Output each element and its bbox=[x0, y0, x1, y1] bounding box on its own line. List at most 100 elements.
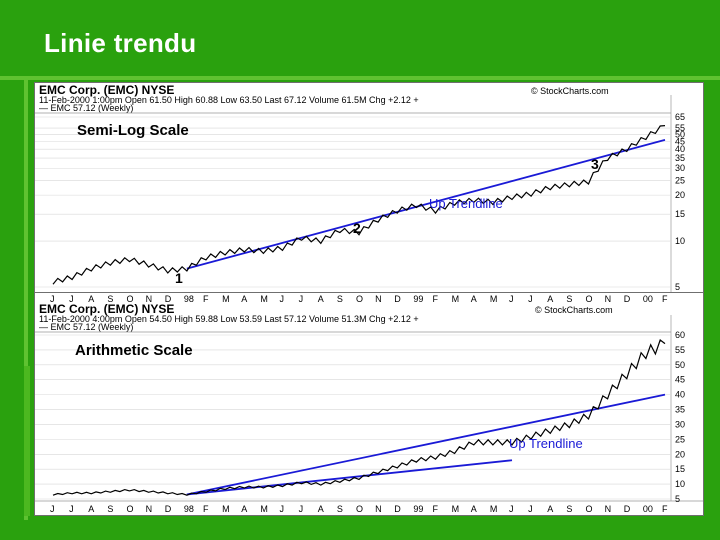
x-tick-labels-top: J J A S O N D 98 F M A M J J A S O N D 99 F M A M J J A S O N D 00 F bbox=[50, 294, 668, 304]
chart-semi-log: EMC Corp. (EMC) NYSE © StockCharts.com 1… bbox=[34, 82, 704, 294]
y-tick-label: 65 bbox=[675, 112, 685, 122]
x-tick-label: M bbox=[490, 504, 498, 514]
up-trendline bbox=[186, 393, 666, 496]
x-tick-label: J bbox=[69, 504, 74, 514]
y-tick-label: 35 bbox=[675, 405, 685, 415]
x-tick-label: S bbox=[566, 294, 572, 304]
x-tick-label: D bbox=[394, 294, 401, 304]
x-tick-label: J bbox=[528, 294, 533, 304]
up-trendline bbox=[186, 139, 666, 270]
x-tick-label: A bbox=[547, 294, 553, 304]
x-tick-label: S bbox=[337, 504, 343, 514]
x-tick-label: J bbox=[69, 294, 74, 304]
x-tick-label: A bbox=[241, 294, 247, 304]
x-tick-label: N bbox=[146, 504, 153, 514]
y-tick-label: 20 bbox=[675, 190, 685, 200]
chart-header-company: EMC Corp. (EMC) NYSE bbox=[39, 302, 174, 316]
chart-legend: — EMC 57.12 (Weekly) bbox=[39, 322, 133, 332]
chart-header-source: © StockCharts.com bbox=[535, 305, 613, 315]
x-tick-label: D bbox=[165, 504, 172, 514]
x-tick-label: A bbox=[318, 294, 324, 304]
semi-log-chart-svg: EMC Corp. (EMC) NYSE © StockCharts.com 1… bbox=[35, 83, 685, 293]
x-tick-label: J bbox=[50, 504, 55, 514]
y-tick-label: 45 bbox=[675, 136, 685, 146]
x-tick-label: M bbox=[222, 504, 230, 514]
decor-bar bbox=[0, 76, 720, 80]
x-tick-label: A bbox=[88, 504, 94, 514]
x-tick-label: 99 bbox=[413, 504, 423, 514]
x-tick-label: M bbox=[260, 294, 268, 304]
y-tick-label: 10 bbox=[675, 236, 685, 246]
y-tick-label: 60 bbox=[675, 330, 685, 340]
x-tick-label: F bbox=[433, 294, 439, 304]
x-tick-labels-bottom: J J A S O N D 98 F M A M J J A S O N D 99 F M A M J J A S O N D 00 F bbox=[50, 504, 668, 514]
x-tick-label: J bbox=[509, 294, 514, 304]
gridlines bbox=[35, 116, 671, 288]
y-tick-label: 50 bbox=[675, 129, 685, 139]
x-tick-label: A bbox=[318, 504, 324, 514]
x-tick-label: A bbox=[471, 294, 477, 304]
price-line bbox=[52, 339, 666, 496]
x-tick-label: F bbox=[203, 504, 209, 514]
decor-bar bbox=[24, 366, 30, 516]
x-tick-label: O bbox=[586, 294, 593, 304]
y-tick-label: 35 bbox=[675, 153, 685, 163]
x-tick-label: S bbox=[107, 294, 113, 304]
arithmetic-chart-svg: J J A S O N D 98 F M A M J J A S O N D 99 F M A M J J A S O N D 00 F EMC… bbox=[35, 294, 703, 514]
chart-header-quote: 11-Feb-2000 1:00pm Open 61.50 High 60.88… bbox=[39, 95, 419, 105]
y-tick-label: 20 bbox=[675, 449, 685, 459]
chart-header-source: © StockCharts.com bbox=[531, 86, 609, 96]
x-tick-label: J bbox=[528, 504, 533, 514]
x-tick-label: F bbox=[662, 294, 668, 304]
x-tick-label: S bbox=[566, 504, 572, 514]
trendline-label: Up Trendline bbox=[509, 436, 583, 451]
x-tick-label: A bbox=[241, 504, 247, 514]
x-tick-label: A bbox=[547, 504, 553, 514]
y-tick-label: 5 bbox=[675, 494, 680, 504]
y-tick-label: 25 bbox=[675, 175, 685, 185]
scale-label: Semi-Log Scale bbox=[77, 122, 189, 139]
x-tick-label: D bbox=[394, 504, 401, 514]
x-tick-label: N bbox=[146, 294, 153, 304]
y-tick-label: 45 bbox=[675, 375, 685, 385]
x-tick-label: J bbox=[50, 294, 55, 304]
trendline-label: Up Trendline bbox=[429, 196, 503, 211]
x-tick-label: O bbox=[127, 294, 134, 304]
x-tick-label: N bbox=[375, 504, 382, 514]
x-tick-label: S bbox=[337, 294, 343, 304]
y-tick-label: 40 bbox=[675, 390, 685, 400]
x-tick-label: J bbox=[509, 504, 514, 514]
point-label-3: 3 bbox=[591, 156, 599, 172]
y-tick-label: 55 bbox=[675, 123, 685, 133]
x-tick-label: M bbox=[452, 504, 460, 514]
x-tick-label: O bbox=[586, 504, 593, 514]
price-line bbox=[52, 125, 666, 285]
x-tick-label: N bbox=[605, 294, 612, 304]
y-tick-label: 15 bbox=[675, 464, 685, 474]
secondary-trendline bbox=[186, 459, 513, 496]
x-tick-label: 00 bbox=[643, 504, 653, 514]
y-tick-label: 40 bbox=[675, 144, 685, 154]
slide-title: Linie trendu bbox=[44, 28, 197, 58]
x-tick-label: D bbox=[624, 294, 631, 304]
x-tick-label: D bbox=[165, 294, 172, 304]
gridlines bbox=[35, 334, 671, 500]
x-tick-label: M bbox=[260, 504, 268, 514]
x-tick-label: J bbox=[299, 294, 304, 304]
x-tick-label: N bbox=[375, 294, 382, 304]
point-label-1: 1 bbox=[175, 270, 183, 286]
x-tick-label: F bbox=[203, 294, 209, 304]
chart-arithmetic: J J A S O N D 98 F M A M J J A S O N D 99 F M A M J J A S O N D 00 F EMC… bbox=[34, 292, 704, 516]
x-tick-label: F bbox=[662, 504, 668, 514]
y-tick-label: 50 bbox=[675, 360, 685, 370]
x-tick-label: A bbox=[88, 294, 94, 304]
y-tick-labels: 60 55 50 45 40 35 30 25 20 15 10 5 bbox=[675, 330, 685, 504]
x-tick-label: A bbox=[471, 504, 477, 514]
chart-header-company: EMC Corp. (EMC) NYSE bbox=[39, 83, 174, 97]
x-tick-label: F bbox=[433, 504, 439, 514]
y-tick-label: 5 bbox=[675, 282, 680, 292]
x-tick-label: M bbox=[490, 294, 498, 304]
y-tick-label: 25 bbox=[675, 434, 685, 444]
chart-header-quote: 11-Feb-2000 4:00pm Open 54.50 High 59.88… bbox=[39, 314, 419, 324]
x-tick-label: 98 bbox=[184, 504, 194, 514]
